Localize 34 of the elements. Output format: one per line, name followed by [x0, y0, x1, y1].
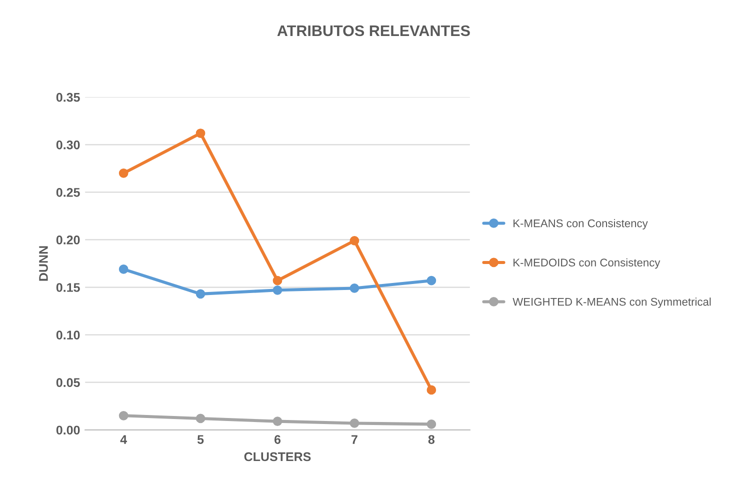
y-tick-label: 0.10	[56, 330, 80, 340]
point	[118, 410, 128, 420]
y-tick-label: 0.20	[56, 236, 80, 244]
legend-label: K-MEANS con Consistency	[514, 219, 648, 230]
y-tick-label: 0.05	[56, 378, 80, 388]
point	[196, 414, 206, 424]
chart-title: ATRIBUTOS RELEVANTES	[277, 25, 470, 36]
x-tick-label: 7	[352, 435, 358, 444]
y-tick-label: 0.00	[56, 426, 80, 435]
legend-label: WEIGHTED K-MEANS con Symmetrical	[512, 298, 711, 308]
y-tick-label: 0.25	[56, 188, 80, 197]
point	[350, 418, 360, 428]
point	[350, 284, 360, 293]
point	[272, 416, 282, 426]
point	[118, 168, 128, 178]
x-axis-title: CLUSTERS	[244, 452, 311, 462]
y-tick-label: 0.30	[56, 140, 80, 150]
point	[350, 236, 360, 246]
legend-label: K-MEDOIDS con Consistency	[514, 258, 660, 269]
x-tick-label: 6	[274, 435, 281, 444]
y-tick-label: 0.15	[56, 283, 80, 292]
point	[426, 385, 436, 395]
x-tick-label: 5	[197, 435, 204, 444]
point	[272, 285, 282, 295]
x-tick-label: 8	[428, 435, 435, 444]
point	[118, 264, 128, 274]
y-tick-label: 0.35	[56, 92, 80, 102]
point	[426, 276, 436, 286]
point	[196, 128, 206, 138]
y-axis-title: DUNN	[39, 246, 48, 281]
point	[426, 420, 436, 429]
x-tick-label: 4	[120, 435, 127, 444]
point	[272, 276, 282, 286]
point	[196, 289, 206, 299]
